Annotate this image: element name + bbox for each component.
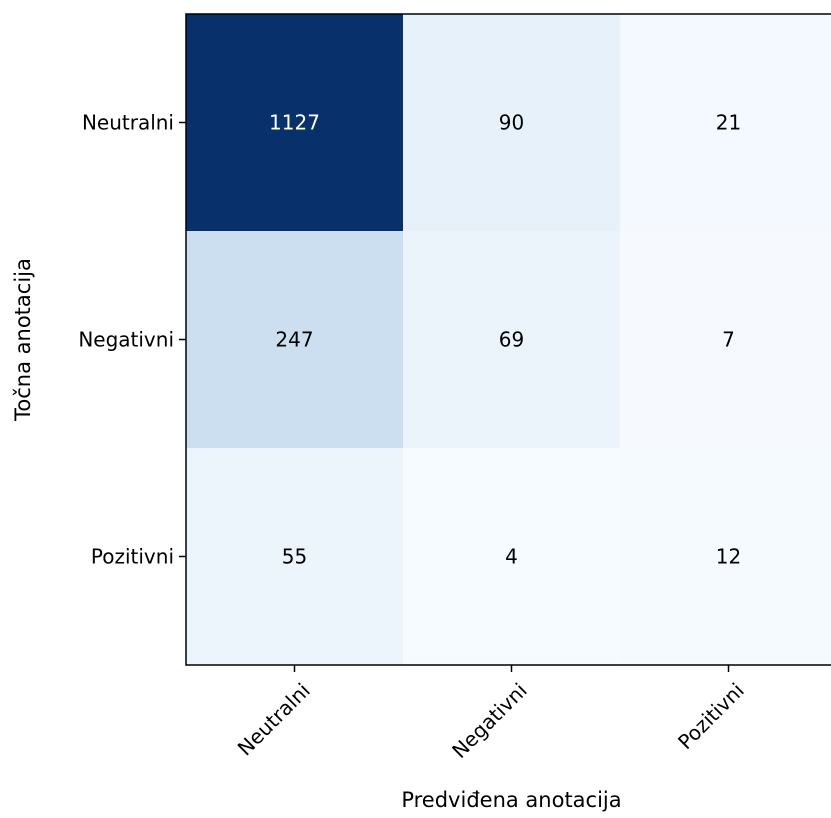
y-axis-ticks: Neutralni Negativni Pozitivni <box>78 111 186 569</box>
heatmap-cell-2-1 <box>403 448 620 665</box>
y-axis-label: Točna anotacija <box>11 258 35 422</box>
heatmap-cell-0-1 <box>403 14 620 231</box>
heatmap-cell-1-2 <box>620 231 831 448</box>
y-tick-label: Pozitivni <box>91 545 174 569</box>
x-axis-label: Predviđena anotacija <box>401 788 621 812</box>
heatmap-cell-0-2 <box>620 14 831 231</box>
cell-value-label: 247 <box>275 328 313 352</box>
cell-value-label: 90 <box>499 111 524 135</box>
heatmap-cell-1-1 <box>403 231 620 448</box>
heatmap-cell-2-0 <box>186 448 403 665</box>
y-tick-label: Neutralni <box>82 111 174 135</box>
x-tick-label: Negativni <box>447 678 532 763</box>
cell-value-label: 55 <box>282 545 307 569</box>
x-tick-label: Neutralni <box>233 678 315 760</box>
heatmap-cells: 1127 90 21 247 69 7 55 4 12 <box>186 14 831 665</box>
cell-value-label: 1127 <box>269 111 320 135</box>
cell-value-label: 21 <box>716 111 741 135</box>
cell-value-label: 4 <box>505 545 518 569</box>
x-axis-ticks: Neutralni Negativni Pozitivni <box>233 665 749 763</box>
cell-value-label: 7 <box>722 328 735 352</box>
cell-value-label: 12 <box>716 545 741 569</box>
heatmap-cell-2-2 <box>620 448 831 665</box>
y-tick-label: Negativni <box>78 328 174 352</box>
cell-value-label: 69 <box>499 328 524 352</box>
heatmap-cell-0-0 <box>186 14 403 231</box>
heatmap-cell-1-0 <box>186 231 403 448</box>
x-tick-label: Pozitivni <box>673 678 749 754</box>
